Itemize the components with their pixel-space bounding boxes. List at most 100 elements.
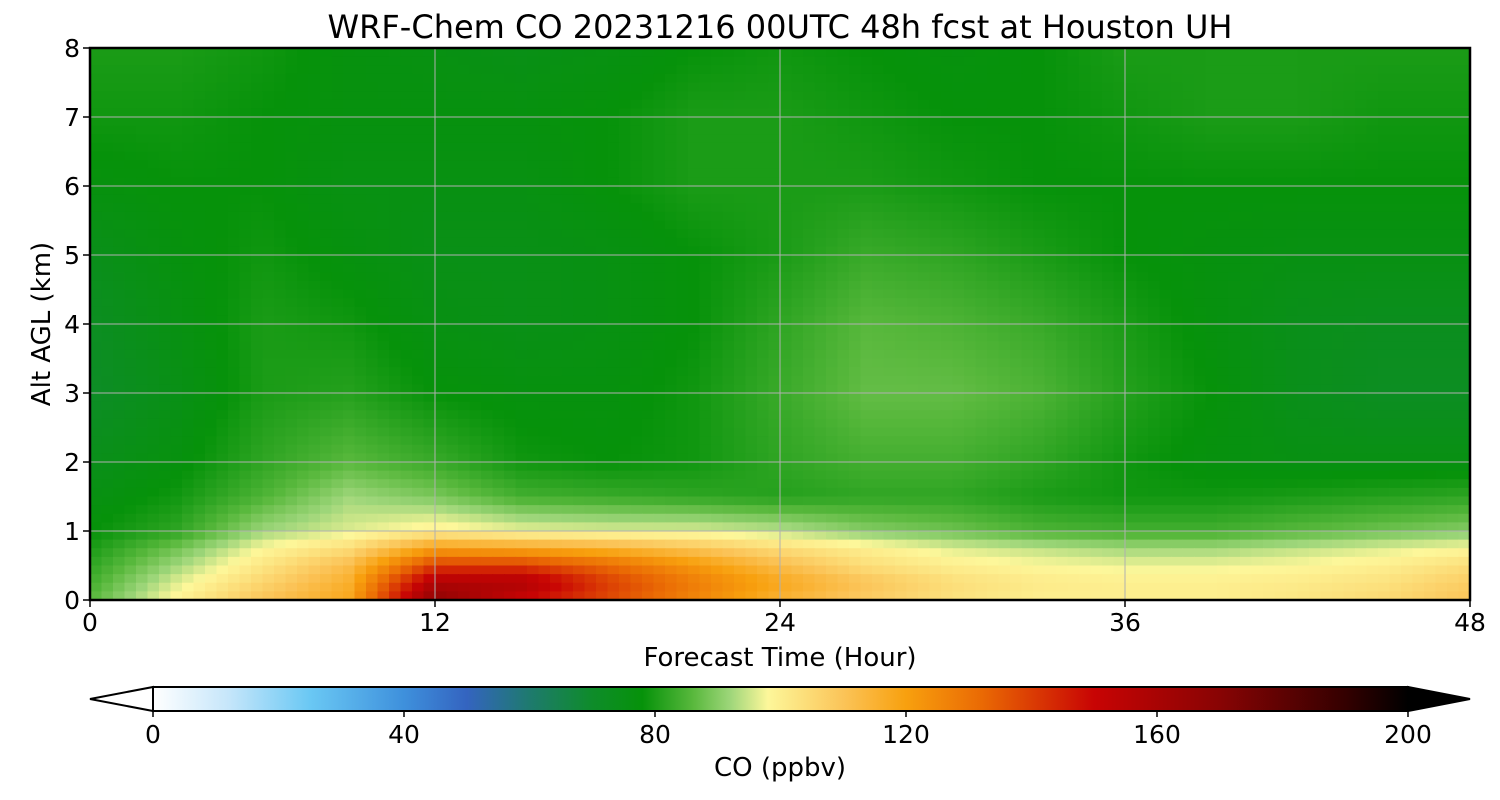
heatmap-cell (1412, 108, 1425, 118)
heatmap-cell (124, 117, 137, 127)
heatmap-cell (320, 367, 333, 377)
heatmap-cell (803, 134, 816, 144)
heatmap-cell (1125, 73, 1138, 84)
heatmap-cell (1033, 186, 1046, 196)
heatmap-cell (745, 375, 758, 385)
heatmap-cell (1320, 332, 1333, 342)
heatmap-cell (1125, 255, 1138, 265)
heatmap-cell (354, 142, 367, 153)
heatmap-cell (607, 375, 620, 385)
heatmap-cell (1159, 393, 1172, 403)
heatmap-cell (849, 272, 862, 282)
heatmap-cell (1056, 168, 1069, 178)
heatmap-cell (193, 125, 206, 135)
heatmap-cell (860, 160, 873, 170)
heatmap-cell (446, 401, 459, 411)
heatmap-cell (1217, 73, 1230, 84)
heatmap-cell (147, 108, 160, 118)
heatmap-cell (573, 315, 586, 325)
heatmap-cell (1332, 82, 1345, 92)
heatmap-cell (1228, 315, 1241, 325)
heatmap-cell (642, 393, 655, 403)
heatmap-cell (653, 134, 666, 144)
heatmap-cell (285, 255, 298, 265)
heatmap-cell (1171, 349, 1184, 360)
heatmap-cell (1079, 358, 1092, 368)
heatmap-cell (1251, 358, 1264, 368)
heatmap-cell (699, 220, 712, 230)
heatmap-cell (860, 117, 873, 127)
heatmap-cell (262, 246, 275, 256)
heatmap-cell (1309, 203, 1322, 213)
heatmap-cell (768, 332, 781, 342)
heatmap-cell (90, 332, 103, 342)
heatmap-cell (1010, 298, 1023, 308)
heatmap-cell (998, 315, 1011, 325)
heatmap-cell (607, 160, 620, 170)
heatmap-cell (987, 263, 1000, 273)
heatmap-cell (377, 358, 390, 368)
heatmap-cell (1366, 177, 1379, 187)
heatmap-cell (1205, 65, 1218, 75)
heatmap-cell (435, 289, 448, 299)
heatmap-cell (906, 117, 919, 127)
heatmap-cell (1182, 332, 1195, 342)
heatmap-cell (1251, 186, 1264, 196)
heatmap-cell (251, 48, 264, 58)
heatmap-cell (1366, 384, 1379, 394)
heatmap-cell (435, 401, 448, 411)
heatmap-cell (1136, 229, 1149, 239)
heatmap-cell (745, 48, 758, 58)
heatmap-cell (837, 177, 850, 187)
heatmap-cell (561, 384, 574, 394)
heatmap-cell (929, 280, 942, 291)
heatmap-cell (987, 82, 1000, 92)
heatmap-cell (308, 246, 321, 256)
heatmap-cell (550, 160, 563, 170)
heatmap-cell (814, 91, 827, 101)
heatmap-cell (1079, 220, 1092, 230)
heatmap-cell (872, 229, 885, 239)
heatmap-cell (515, 65, 528, 75)
heatmap-cell (159, 194, 172, 204)
heatmap-cell (906, 211, 919, 222)
heatmap-cell (182, 229, 195, 239)
heatmap-cell (538, 401, 551, 411)
heatmap-cell (1113, 263, 1126, 273)
heatmap-cell (377, 349, 390, 360)
heatmap-cell (1228, 48, 1241, 58)
heatmap-cell (1228, 306, 1241, 316)
heatmap-cell (1136, 358, 1149, 368)
heatmap-cell (987, 367, 1000, 377)
heatmap-cell (170, 332, 183, 342)
heatmap-cell (389, 125, 402, 135)
heatmap-cell (492, 220, 505, 230)
heatmap-cell (975, 367, 988, 377)
heatmap-cell (630, 108, 643, 118)
heatmap-cell (124, 289, 137, 299)
heatmap-cell (538, 280, 551, 291)
heatmap-cell (975, 56, 988, 66)
heatmap-cell (1125, 168, 1138, 178)
heatmap-cell (205, 289, 218, 299)
heatmap-cell (1079, 186, 1092, 196)
heatmap-cell (1343, 73, 1356, 84)
heatmap-cell (757, 117, 770, 127)
heatmap-cell (446, 168, 459, 178)
heatmap-cell (1251, 237, 1264, 247)
heatmap-cell (1332, 108, 1345, 118)
heatmap-cell (515, 151, 528, 161)
heatmap-cell (722, 255, 735, 265)
heatmap-cell (515, 332, 528, 342)
heatmap-cell (251, 375, 264, 385)
heatmap-cell (952, 375, 965, 385)
heatmap-cell (182, 393, 195, 403)
heatmap-cell (101, 332, 114, 342)
heatmap-cell (619, 263, 632, 273)
heatmap-cell (573, 298, 586, 308)
heatmap-cell (676, 246, 689, 256)
heatmap-cell (481, 237, 494, 247)
heatmap-cell (136, 194, 149, 204)
heatmap-cell (262, 56, 275, 66)
heatmap-cell (1309, 306, 1322, 316)
